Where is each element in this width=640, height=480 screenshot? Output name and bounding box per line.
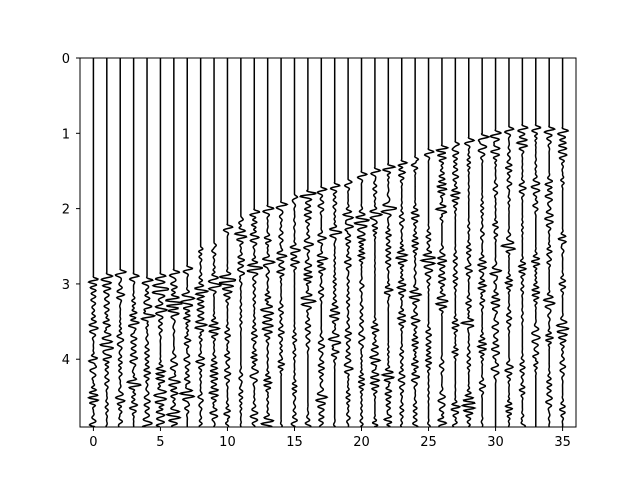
y-tick-label: 3 — [62, 278, 70, 293]
seismic-trace — [114, 58, 128, 428]
seismic-trace — [341, 58, 355, 427]
seismic-trace — [555, 58, 570, 427]
seismic-trace — [259, 58, 277, 428]
seismic-trace — [246, 58, 263, 428]
seismic-trace — [98, 58, 114, 427]
seismic-trace — [542, 58, 557, 427]
y-tick-label: 1 — [62, 127, 70, 142]
seismic-trace — [140, 58, 157, 428]
seismic-trace — [178, 58, 196, 427]
y-axis: 0 1 2 3 4 — [62, 52, 80, 368]
seismic-trace — [275, 58, 289, 428]
seismic-trace — [299, 58, 317, 427]
seismic-trace — [368, 58, 384, 428]
axes-frame — [79, 57, 577, 428]
seismic-trace — [289, 58, 302, 428]
seismic-trace — [419, 58, 437, 427]
y-tick-label: 4 — [62, 353, 70, 368]
seismic-trace — [218, 58, 237, 427]
y-tick-label: 0 — [62, 52, 70, 67]
seismic-trace — [233, 58, 248, 428]
seismic-trace — [488, 58, 503, 427]
seismic-trace — [125, 58, 142, 427]
seismic-trace — [499, 58, 517, 427]
seismic-trace — [151, 58, 170, 428]
seismic-trace — [314, 58, 329, 428]
x-tick-label: 20 — [353, 435, 370, 450]
x-axis: 0 5 10 15 20 25 30 35 — [89, 427, 571, 450]
seismic-trace — [530, 58, 542, 427]
seismic-trace — [165, 58, 183, 427]
seismic-trace — [380, 58, 397, 428]
seismic-trace — [476, 58, 491, 427]
x-tick-label: 30 — [487, 435, 504, 450]
seismic-trace — [449, 58, 462, 428]
seismic-trace — [459, 58, 477, 428]
seismic-trace — [193, 58, 210, 427]
seismic-trace — [408, 58, 423, 428]
seismic-trace — [87, 58, 100, 428]
seismic-trace — [434, 58, 450, 428]
seismic-trace — [207, 58, 222, 428]
x-tick-label: 35 — [554, 435, 571, 450]
x-tick-label: 0 — [89, 435, 97, 450]
x-tick-label: 25 — [420, 435, 437, 450]
seismic-trace — [515, 58, 529, 428]
x-tick-label: 15 — [286, 435, 303, 450]
traces-group — [87, 58, 570, 428]
seismic-trace — [327, 58, 343, 428]
seismic-trace — [395, 58, 409, 428]
y-tick-label: 2 — [62, 203, 70, 218]
x-tick-label: 10 — [219, 435, 236, 450]
seismic-trace — [353, 58, 371, 428]
x-tick-label: 5 — [156, 435, 164, 450]
